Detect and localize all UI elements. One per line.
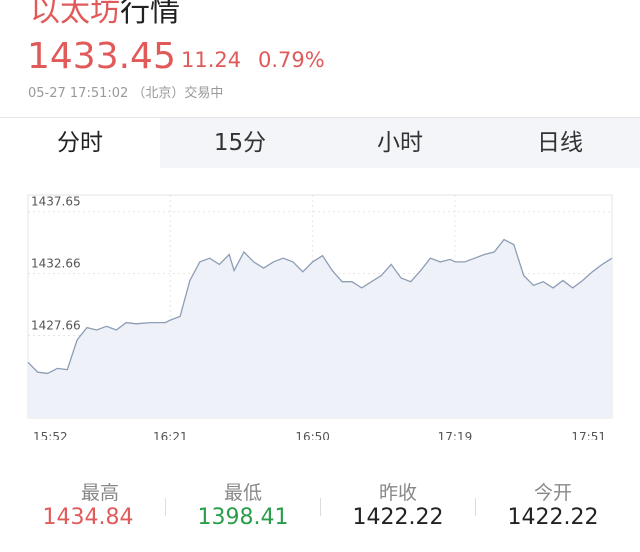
x-tick-label: 17:19 xyxy=(438,430,473,440)
x-tick-label: 16:21 xyxy=(153,430,188,440)
tab[interactable]: 分时 xyxy=(0,118,160,168)
title-name: 以太坊 xyxy=(30,0,120,29)
stat-label: 昨收 xyxy=(378,482,417,504)
stat-value: 1434.84 xyxy=(42,505,134,530)
y-tick-label: 1437.65 xyxy=(31,195,81,209)
price: 1433.45 xyxy=(27,36,176,77)
change-pct: 0.79% xyxy=(258,48,325,72)
stat-label: 最高 xyxy=(80,482,119,504)
title: 以太坊行情 xyxy=(30,0,180,30)
divider xyxy=(0,117,640,118)
tab[interactable]: 日线 xyxy=(480,118,640,168)
separator xyxy=(320,498,321,516)
title-suffix: 行情 xyxy=(120,0,180,29)
y-tick-label: 1427.66 xyxy=(31,318,81,332)
stat-value: 1398.41 xyxy=(197,505,289,530)
tab[interactable]: 小时 xyxy=(320,118,480,168)
tab[interactable]: 15分 xyxy=(160,118,320,168)
stat-value: 1422.22 xyxy=(352,505,444,530)
x-tick-label: 16:50 xyxy=(295,430,330,440)
chart: 1437.651432.661427.661422.6715:5216:2116… xyxy=(27,194,613,440)
y-tick-label: 1432.66 xyxy=(31,257,81,271)
x-tick-label: 17:51 xyxy=(571,430,606,440)
x-tick-label: 15:52 xyxy=(33,430,68,440)
timestamp: 05-27 17:51:02 （北京）交易中 xyxy=(28,86,224,101)
separator xyxy=(475,498,476,516)
price-line xyxy=(27,238,613,375)
area xyxy=(28,239,612,418)
stat-label: 今开 xyxy=(533,482,572,504)
separator xyxy=(165,498,166,516)
stat-label: 最低 xyxy=(223,482,262,504)
stat-value: 1422.22 xyxy=(507,505,599,530)
change: 11.24 xyxy=(181,48,242,72)
